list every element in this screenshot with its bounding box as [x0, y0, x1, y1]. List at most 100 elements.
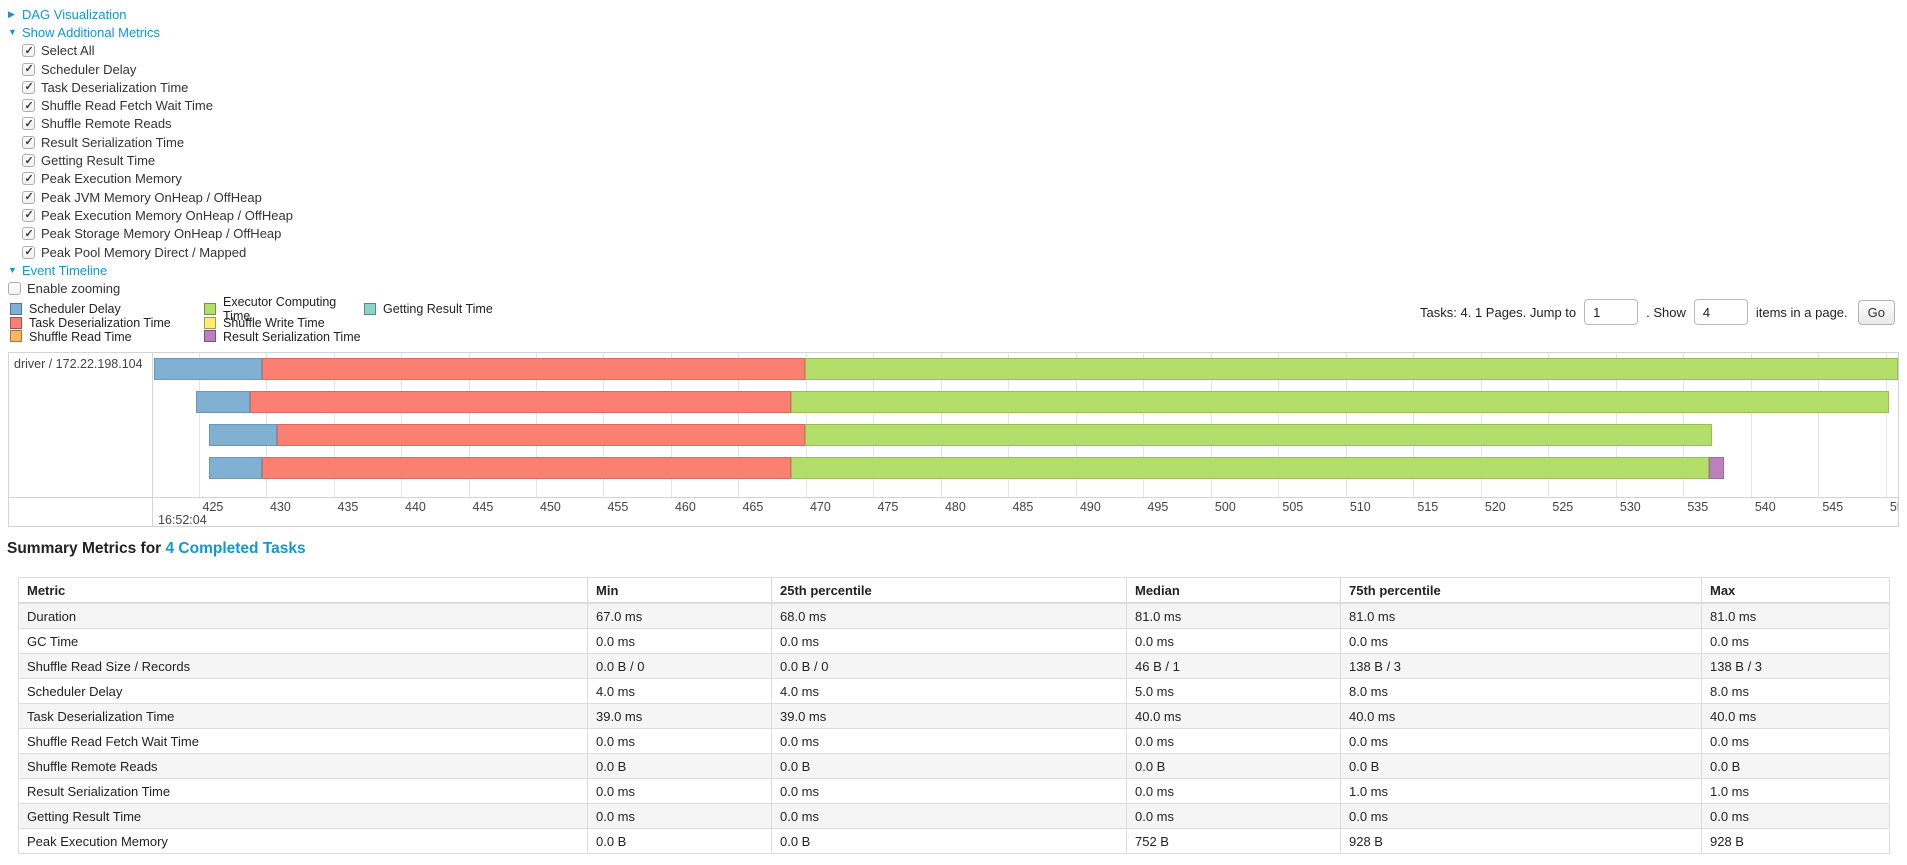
legend-label: Shuffle Read Time — [29, 329, 132, 344]
table-cell: 0.0 ms — [587, 628, 772, 654]
metric-checkbox-row: Task Deserialization Time — [8, 78, 293, 96]
metric-checkbox[interactable] — [22, 117, 35, 131]
axis-tick-label: 480 — [944, 500, 966, 514]
table-row: Duration 67.0 ms 68.0 ms 81.0 ms 81.0 ms 81.0… — [18, 602, 1890, 629]
table-cell: 0.0 B — [771, 828, 1127, 854]
timeline-control-bar: Scheduler Delay Task Deserialization Time… — [0, 295, 1907, 347]
table-row: Peak Execution Memory 0.0 B 0.0 B 752 B 928 … — [18, 828, 1890, 854]
dag-visualization-label: DAG Visualization — [22, 6, 127, 22]
task-bar-executor-computing[interactable] — [804, 424, 1712, 446]
legend-item: Executor Computing Time — [204, 295, 364, 323]
table-cell: 68.0 ms — [771, 602, 1127, 629]
task-bar-task-deserialization[interactable] — [249, 391, 792, 413]
metric-checkbox[interactable] — [22, 227, 35, 241]
chevron-down-icon: ▼ — [8, 27, 17, 38]
metric-checkbox-label: Select All — [41, 43, 95, 59]
table-cell: 0.0 B — [1340, 753, 1702, 779]
task-bar-result-serialization[interactable] — [1709, 457, 1724, 479]
table-cell: 0.0 ms — [1701, 628, 1890, 654]
task-bar-executor-computing[interactable] — [791, 391, 1889, 413]
metric-checkbox[interactable] — [22, 62, 35, 76]
table-header-row: Metric Min 25th percentile Median 75th perce… — [18, 577, 1890, 604]
legend-item: Getting Result Time — [364, 302, 493, 316]
enable-zooming-checkbox[interactable] — [8, 282, 21, 296]
metric-checkbox[interactable] — [22, 135, 35, 149]
table-row: Task Deserialization Time 39.0 ms 39.0 ms 4… — [18, 703, 1890, 729]
table-row: Result Serialization Time 0.0 ms 0.0 ms 0.0… — [18, 778, 1890, 804]
table-cell: 0.0 ms — [587, 803, 772, 829]
metric-checkbox[interactable] — [22, 245, 35, 259]
task-bar-scheduler-delay[interactable] — [195, 391, 250, 413]
axis-tick-label: 460 — [674, 500, 696, 514]
event-timeline-toggle[interactable]: ▼ Event Timeline — [8, 263, 107, 278]
axis-tick-label: 440 — [405, 500, 426, 514]
legend-item: Task Deserialization Time — [10, 316, 204, 330]
metric-checkbox-label: Shuffle Remote Reads — [41, 116, 172, 132]
metric-checkbox[interactable] — [22, 172, 35, 186]
legend-swatch-icon — [10, 302, 22, 315]
table-cell: 138 B / 3 — [1701, 653, 1890, 679]
task-bar-task-deserialization[interactable] — [261, 358, 805, 380]
task-bar-task-deserialization[interactable] — [261, 457, 792, 479]
axis-tick-label: 540 — [1754, 500, 1776, 514]
go-button[interactable]: Go — [1857, 299, 1895, 325]
axis-tick-label: 525 — [1552, 500, 1574, 514]
table-cell: 1.0 ms — [1340, 778, 1702, 804]
metric-checkbox-row: Peak Storage Memory OnHeap / OffHeap — [8, 225, 293, 243]
table-cell: 40.0 ms — [1340, 703, 1702, 729]
summary-metrics-title: Summary Metrics for 4 Completed Tasks — [7, 540, 306, 558]
table-cell: 0.0 ms — [1126, 628, 1341, 654]
metric-checkbox-label: Peak JVM Memory OnHeap / OffHeap — [41, 189, 262, 205]
metric-checkbox[interactable] — [22, 208, 35, 222]
completed-tasks-link[interactable]: 4 Completed Tasks — [165, 540, 306, 557]
table-cell: 0.0 B / 0 — [771, 653, 1127, 679]
table-cell: 39.0 ms — [771, 703, 1127, 729]
metric-checkbox-label: Peak Pool Memory Direct / Mapped — [41, 244, 247, 260]
task-bar-executor-computing[interactable] — [804, 358, 1898, 380]
metric-checkbox[interactable] — [22, 154, 35, 168]
legend-swatch-icon — [204, 330, 216, 343]
metric-checkbox[interactable] — [22, 99, 35, 113]
show-additional-metrics-toggle[interactable]: ▼ Show Additional Metrics — [8, 25, 160, 40]
table-header-cell: Min — [587, 577, 772, 604]
metric-checkbox[interactable] — [22, 190, 35, 204]
show-additional-metrics-label: Show Additional Metrics — [22, 24, 161, 40]
axis-tick-label: 445 — [472, 500, 494, 514]
task-bar-scheduler-delay[interactable] — [154, 358, 262, 380]
task-pagination: Tasks: 4. 1 Pages. Jump to . Show items … — [1416, 299, 1895, 325]
metric-checkbox-label: Task Deserialization Time — [41, 79, 189, 95]
dag-visualization-toggle[interactable]: ▶ DAG Visualization — [8, 7, 127, 22]
task-bar-scheduler-delay[interactable] — [209, 457, 262, 479]
axis-tick-label: 470 — [809, 500, 831, 514]
metric-checkbox[interactable] — [22, 80, 35, 94]
table-cell: Result Serialization Time — [18, 778, 588, 804]
metric-checkbox-row: Getting Result Time — [8, 151, 293, 169]
table-cell: 0.0 ms — [1126, 803, 1341, 829]
table-cell: 0.0 B — [587, 753, 772, 779]
summary-title-text: Summary Metrics for — [7, 540, 166, 557]
metric-checkbox[interactable] — [22, 44, 35, 58]
items-per-page-input[interactable] — [1693, 299, 1748, 325]
task-bar-executor-computing[interactable] — [791, 457, 1710, 479]
task-bar-scheduler-delay[interactable] — [209, 424, 277, 446]
gridline — [1750, 353, 1752, 497]
table-cell: 928 B — [1340, 828, 1702, 854]
legend-swatch-icon — [364, 302, 376, 315]
table-cell: 0.0 ms — [587, 778, 772, 804]
table-cell: Scheduler Delay — [18, 678, 588, 704]
metric-checkbox-row: Scheduler Delay — [8, 60, 293, 78]
table-cell: 928 B — [1701, 828, 1890, 854]
metric-checkbox-row: Peak Execution Memory — [8, 170, 293, 188]
table-cell: Shuffle Read Fetch Wait Time — [18, 728, 588, 754]
table-row: Scheduler Delay 4.0 ms 4.0 ms 5.0 ms 8.0 ms 8… — [18, 678, 1890, 704]
table-cell: 0.0 ms — [587, 728, 772, 754]
timeline-plot-area — [154, 353, 1898, 497]
task-bar-task-deserialization[interactable] — [276, 424, 805, 446]
axis-tick-label: 535 — [1687, 500, 1709, 514]
table-cell: 39.0 ms — [587, 703, 772, 729]
metric-checkbox-label: Shuffle Read Fetch Wait Time — [41, 98, 213, 114]
metric-checkbox-group: Select All Scheduler Delay Task Deserializ… — [8, 42, 293, 262]
axis-tick-label: 490 — [1079, 500, 1101, 514]
jump-to-page-input[interactable] — [1584, 299, 1639, 325]
